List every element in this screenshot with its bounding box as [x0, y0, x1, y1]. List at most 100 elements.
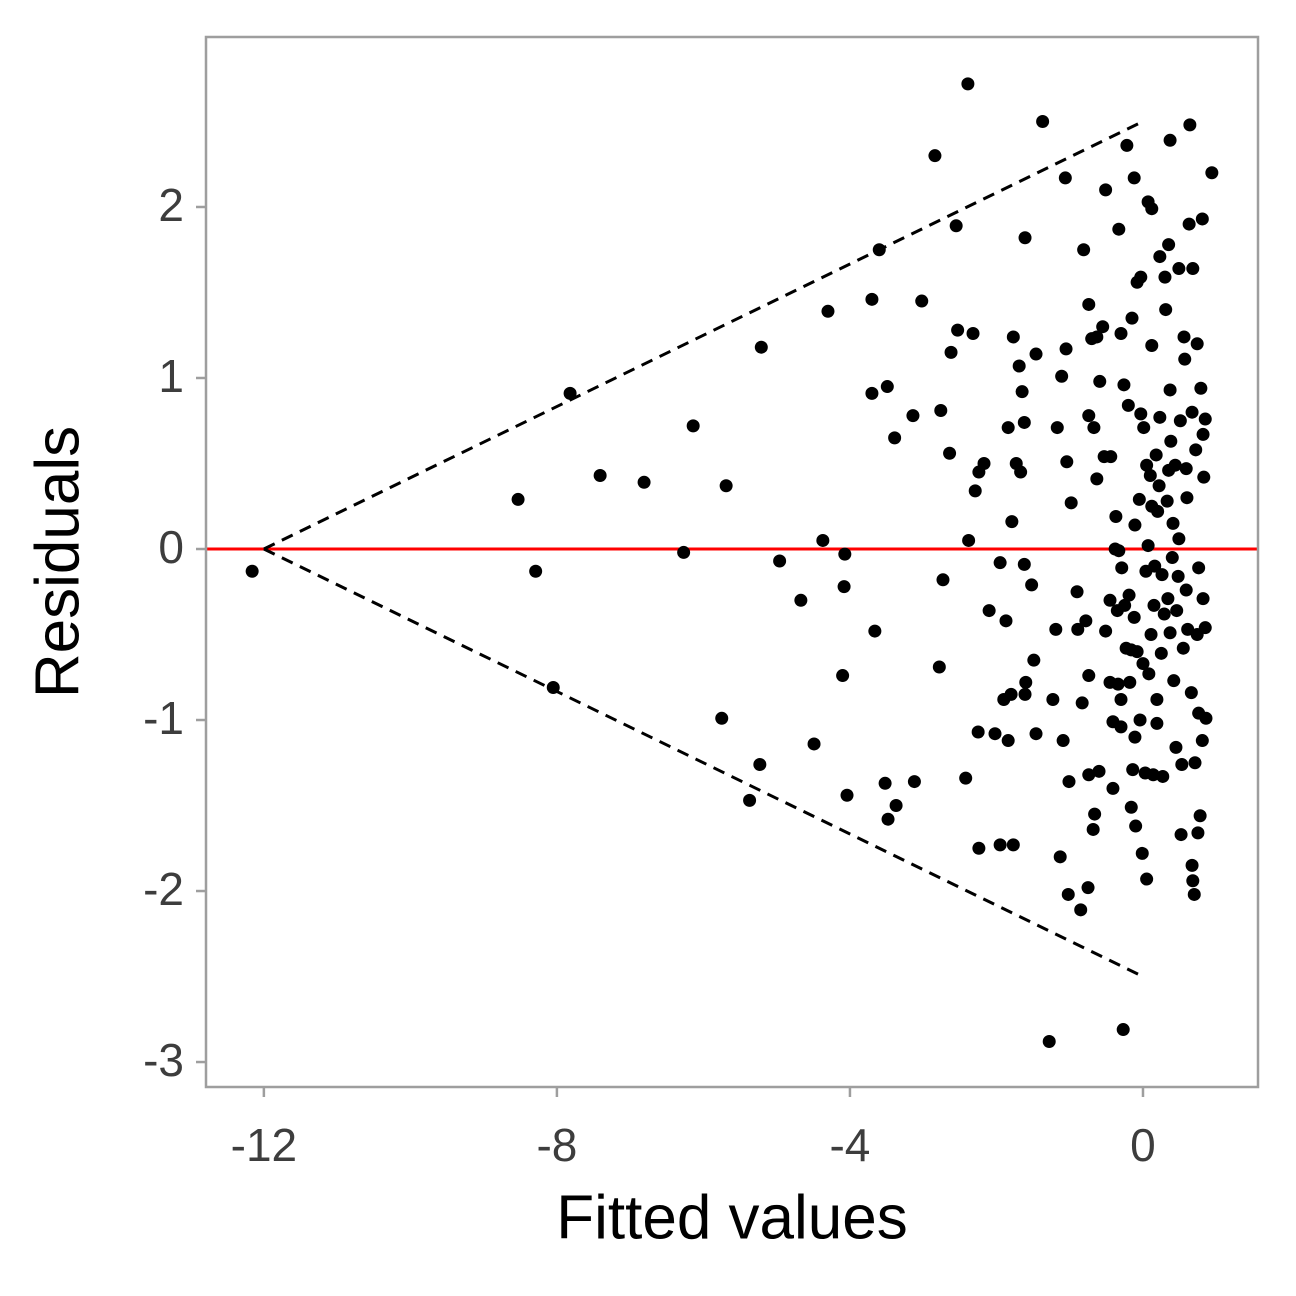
guide-line: [263, 547, 1144, 978]
point: [1055, 369, 1069, 383]
point: [1175, 757, 1189, 771]
point: [1115, 561, 1129, 575]
point: [1099, 624, 1113, 638]
point: [753, 757, 767, 771]
point: [1109, 510, 1123, 524]
point: [1128, 730, 1142, 744]
point: [1192, 561, 1206, 575]
point: [1179, 583, 1193, 597]
point: [1049, 622, 1063, 636]
point: [1116, 1023, 1130, 1037]
point: [1126, 763, 1140, 777]
point: [1018, 231, 1032, 245]
point: [511, 492, 525, 506]
point: [1074, 903, 1088, 917]
point: [719, 479, 733, 493]
point: [1121, 398, 1135, 412]
point: [1196, 592, 1210, 606]
point: [1114, 720, 1128, 734]
point: [1093, 374, 1107, 388]
point: [872, 243, 886, 257]
point: [1125, 311, 1139, 325]
point: [1191, 826, 1205, 840]
point: [1170, 604, 1184, 618]
point: [993, 556, 1007, 570]
point: [1205, 166, 1219, 180]
point: [1050, 421, 1064, 435]
point: [1001, 734, 1015, 748]
point: [1025, 578, 1039, 592]
plot-frame: [204, 35, 1260, 1089]
point: [1152, 479, 1166, 493]
point: [1092, 764, 1106, 778]
point: [944, 345, 958, 359]
point: [1124, 800, 1138, 814]
point: [1181, 622, 1195, 636]
x-tick-label: -8: [536, 1119, 577, 1171]
point: [915, 294, 929, 308]
point: [1137, 421, 1151, 435]
point: [1134, 407, 1148, 421]
point: [977, 456, 991, 470]
point: [1173, 414, 1187, 428]
point: [1198, 412, 1212, 426]
point: [1062, 775, 1076, 789]
point: [1160, 494, 1174, 508]
point: [1046, 692, 1060, 706]
point: [1017, 415, 1031, 429]
point: [1159, 303, 1173, 317]
point: [881, 812, 895, 826]
point: [1163, 626, 1177, 640]
point: [1014, 465, 1028, 479]
point: [928, 149, 942, 163]
point: [1171, 569, 1185, 583]
y-tick-label: 2: [158, 179, 184, 231]
point: [951, 323, 965, 337]
point: [1004, 687, 1018, 701]
point: [1157, 607, 1171, 621]
point: [1184, 686, 1198, 700]
y-tick-label: -3: [143, 1034, 184, 1086]
point: [868, 624, 882, 638]
point: [1127, 171, 1141, 185]
point: [1117, 378, 1131, 392]
point: [1141, 539, 1155, 553]
point: [1155, 568, 1169, 582]
point: [546, 681, 560, 695]
point: [1161, 592, 1175, 606]
point: [1086, 822, 1100, 836]
point: [1077, 243, 1091, 257]
point: [836, 669, 850, 683]
point: [1087, 421, 1101, 435]
point: [936, 573, 950, 587]
point: [1132, 492, 1146, 506]
point: [1129, 819, 1143, 833]
point: [906, 409, 920, 423]
point: [1112, 222, 1126, 236]
point: [1090, 472, 1104, 486]
point: [1199, 711, 1213, 725]
point: [1153, 410, 1167, 424]
point: [837, 580, 851, 594]
point: [1079, 614, 1093, 628]
point: [1061, 887, 1075, 901]
point: [1060, 455, 1074, 469]
point: [865, 292, 879, 306]
point: [1172, 262, 1186, 276]
point: [1128, 518, 1142, 532]
point: [1195, 734, 1209, 748]
point: [1154, 646, 1168, 660]
point: [1122, 588, 1136, 602]
point: [1099, 183, 1113, 197]
point: [1178, 352, 1192, 366]
point: [1176, 641, 1190, 655]
point: [1088, 807, 1102, 821]
point: [1001, 421, 1015, 435]
point: [563, 386, 577, 400]
point: [1135, 846, 1149, 860]
point: [993, 838, 1007, 852]
point: [1017, 557, 1031, 571]
point: [1015, 385, 1029, 399]
point: [686, 419, 700, 433]
